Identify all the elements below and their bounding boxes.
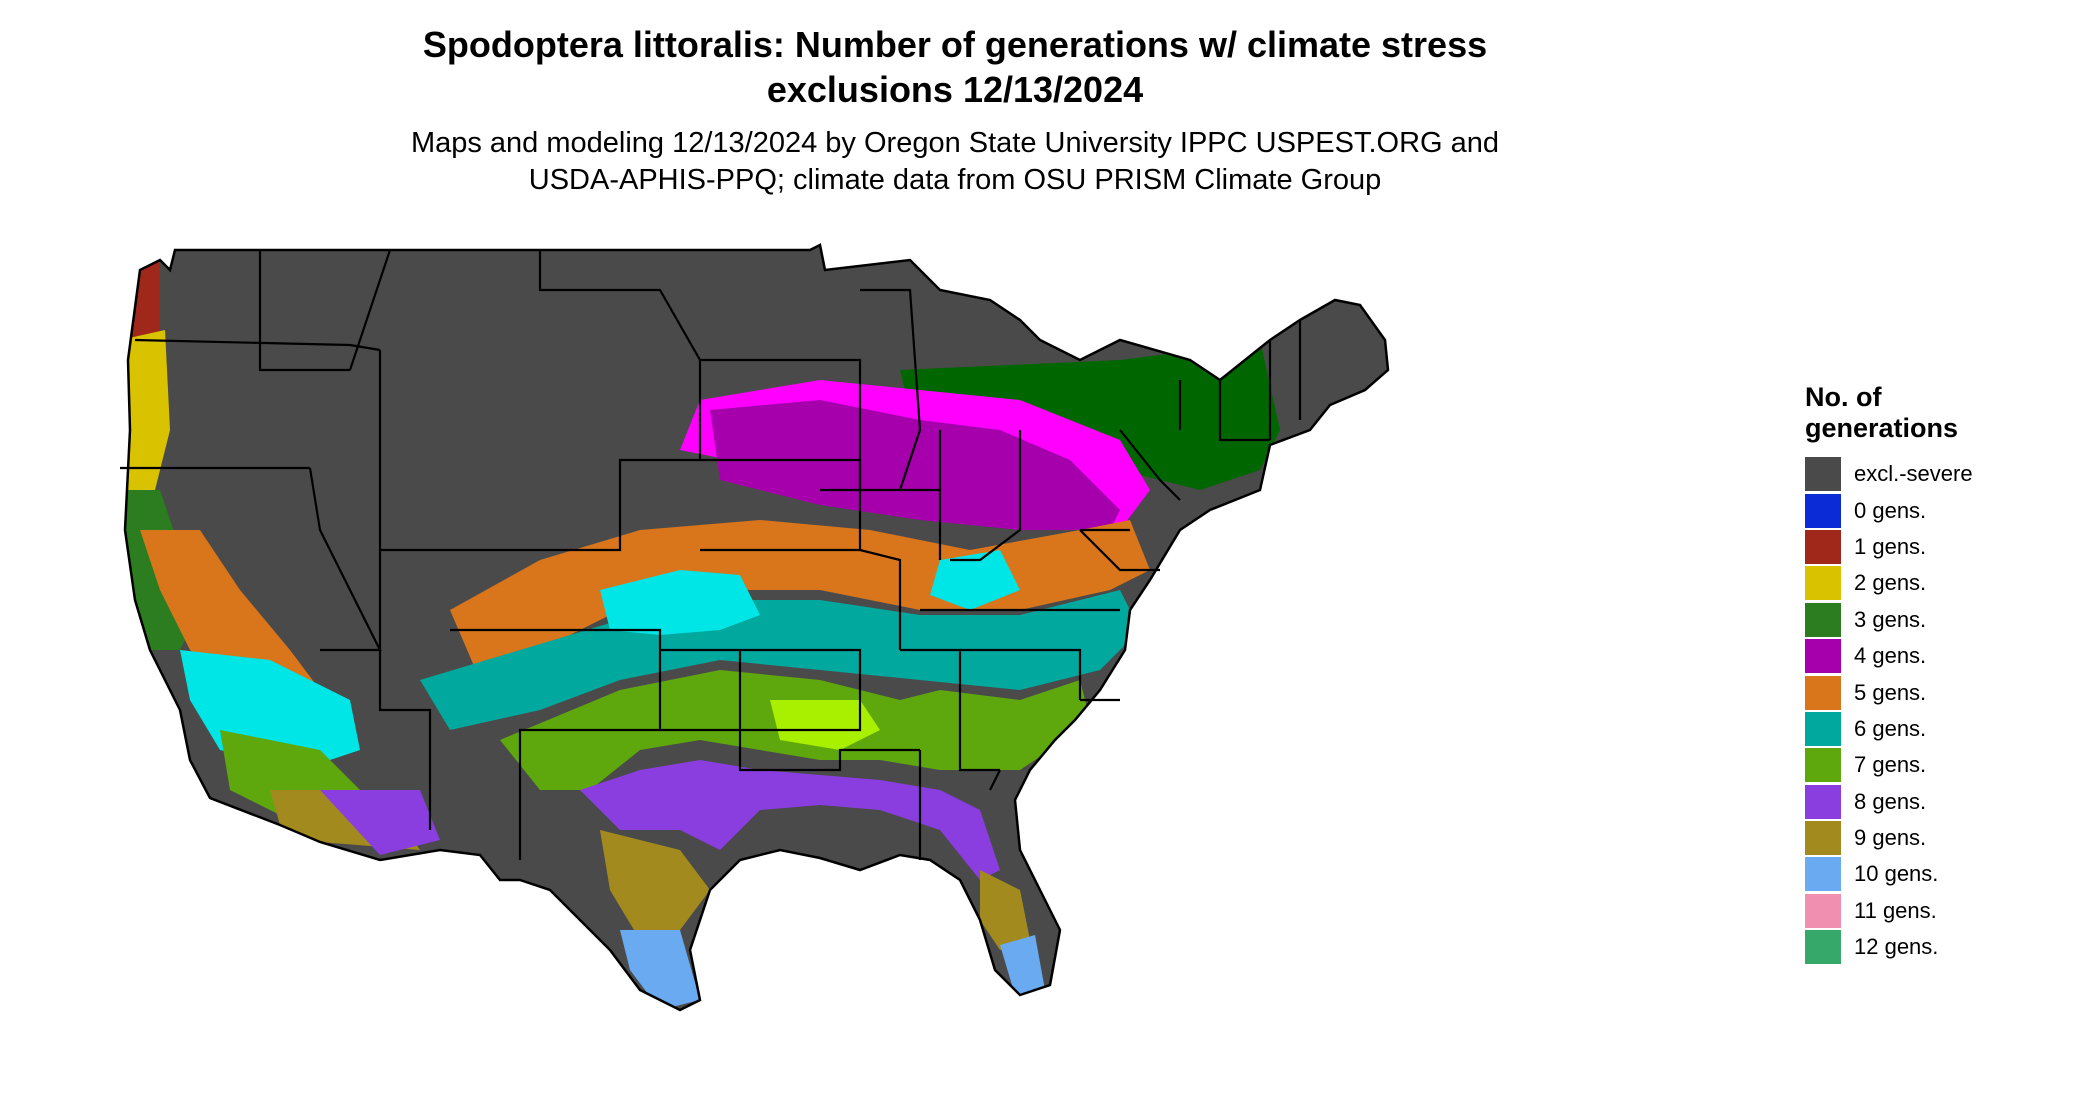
legend-swatch	[1805, 711, 1841, 746]
zone-6-gens-band	[420, 590, 1140, 730]
legend-swatch	[1805, 602, 1841, 637]
us-outline	[123, 243, 1390, 1012]
legend-swatch	[1805, 930, 1841, 965]
zone-9-gens-texas	[600, 830, 710, 940]
zone-bright-lime	[770, 700, 880, 750]
legend-swatch	[1805, 457, 1841, 492]
state-borders	[120, 249, 1302, 860]
generations-map	[120, 243, 1390, 1012]
legend-item: 9 gens.	[1805, 820, 2085, 856]
legend-swatch	[1805, 566, 1841, 601]
legend-label: 0 gens.	[1854, 497, 1927, 523]
legend-item: 7 gens.	[1805, 747, 2085, 783]
legend-item: 12 gens.	[1805, 929, 2085, 965]
zone-9-gens-florida	[980, 870, 1030, 950]
legend-label: 6 gens.	[1854, 715, 1927, 741]
legend-swatch	[1805, 893, 1841, 928]
legend-title: No. of generations	[1805, 382, 2085, 444]
legend: No. of generations excl.-severe 0 gens. …	[1805, 382, 2085, 965]
legend-item: 4 gens.	[1805, 638, 2085, 674]
legend-label: 11 gens.	[1854, 897, 1937, 923]
zone-10-gens-texas	[620, 930, 700, 1010]
map-subtitle-line1: Maps and modeling 12/13/2024 by Oregon S…	[410, 127, 1500, 159]
legend-label: 5 gens.	[1854, 679, 1927, 705]
legend-item: 10 gens.	[1805, 856, 2085, 892]
legend-swatch	[1805, 821, 1841, 856]
zone-bright-cyan-1	[600, 570, 760, 635]
legend-swatch	[1805, 493, 1841, 528]
zone-bright-cyan-2	[930, 550, 1020, 610]
legend-label: 10 gens.	[1854, 861, 1939, 887]
legend-swatch	[1805, 857, 1841, 892]
legend-items: excl.-severe 0 gens. 1 gens. 2 gens. 3 g…	[1805, 456, 2085, 965]
legend-item: 5 gens.	[1805, 674, 2085, 710]
map-title-line1: Spodoptera littoralis: Number of generat…	[422, 24, 1488, 65]
zone-8-gens-arizona	[320, 790, 440, 855]
legend-swatch	[1805, 639, 1841, 674]
legend-title-line1: No. of	[1805, 382, 1882, 412]
legend-title-line2: generations	[1805, 413, 1959, 443]
legend-swatch	[1805, 675, 1841, 710]
legend-label: 4 gens.	[1854, 643, 1927, 669]
legend-item: 6 gens.	[1805, 711, 2085, 747]
map-subtitle-line2: USDA-APHIS-PPQ; climate data from OSU PR…	[528, 164, 1382, 196]
legend-label: excl.-severe	[1854, 461, 1973, 487]
map-title-line2: exclusions 12/13/2024	[766, 69, 1144, 110]
legend-item: 0 gens.	[1805, 492, 2085, 528]
zone-4-gens-band	[710, 400, 1120, 530]
legend-swatch	[1805, 784, 1841, 819]
map-subtitle: Maps and modeling 12/13/2024 by Oregon S…	[0, 125, 1910, 199]
zone-3-gens-northeast	[900, 340, 1280, 490]
legend-item: 8 gens.	[1805, 784, 2085, 820]
zone-5-gens-california	[140, 530, 320, 690]
zone-10-gens-florida	[1000, 935, 1045, 995]
legend-swatch	[1805, 529, 1841, 564]
map-title: Spodoptera littoralis: Number of generat…	[0, 22, 1910, 112]
zone-8-gens-gulf	[580, 760, 1000, 880]
legend-label: 3 gens.	[1854, 606, 1927, 632]
zone-2-gens-coast	[125, 330, 170, 530]
legend-item: 11 gens.	[1805, 893, 2085, 929]
legend-label: 1 gens.	[1854, 533, 1927, 559]
legend-item: 2 gens.	[1805, 565, 2085, 601]
legend-item: 3 gens.	[1805, 602, 2085, 638]
legend-label: 7 gens.	[1854, 752, 1927, 778]
legend-item: 1 gens.	[1805, 529, 2085, 565]
legend-label: 8 gens.	[1854, 788, 1927, 814]
legend-item: excl.-severe	[1805, 456, 2085, 492]
legend-label: 2 gens.	[1854, 570, 1927, 596]
legend-label: 12 gens.	[1854, 934, 1939, 960]
legend-label: 9 gens.	[1854, 825, 1927, 851]
legend-swatch	[1805, 748, 1841, 783]
